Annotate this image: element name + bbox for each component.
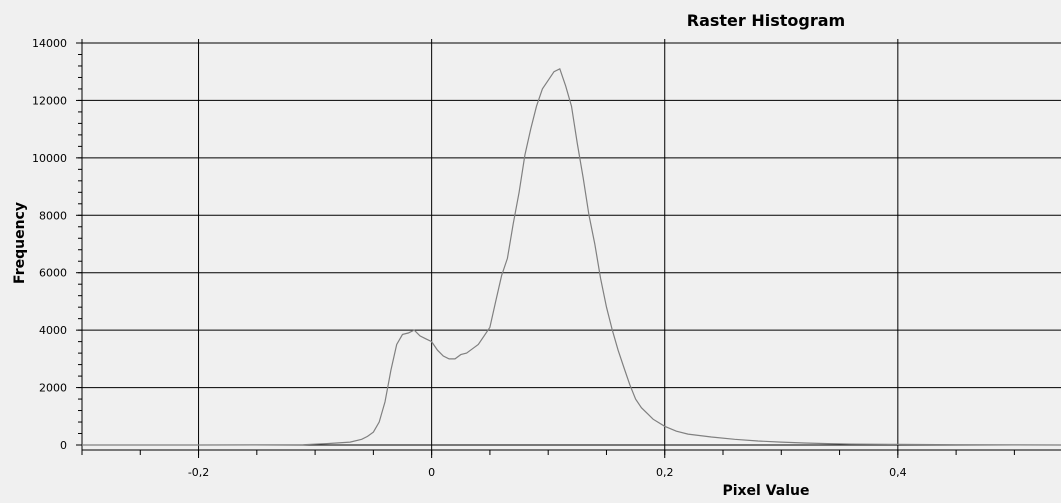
y-tick-label: 12000 xyxy=(32,94,67,107)
y-tick-label: 2000 xyxy=(39,382,67,395)
y-tick-label: 6000 xyxy=(39,267,67,280)
y-tick-label: 14000 xyxy=(32,37,67,50)
x-tick-label: -0,2 xyxy=(188,466,209,479)
y-axis-label: Frequency xyxy=(12,202,28,284)
x-tick-label: 0 xyxy=(428,466,435,479)
series-group xyxy=(82,67,1061,446)
tick-labels: 0 2000 4000 6000 8000 10000 12000 14000 -0,2 0 0,2… xyxy=(32,37,907,479)
x-tick-label: 0,2 xyxy=(656,466,674,479)
x-tick-label: 0,4 xyxy=(889,466,907,479)
tick-marks xyxy=(76,42,1015,458)
y-tick-label: 10000 xyxy=(32,152,67,165)
grid-lines xyxy=(82,39,1061,450)
y-tick-label: 0 xyxy=(60,439,67,452)
histogram-series-line xyxy=(82,67,1061,446)
chart-title: Raster Histogram xyxy=(687,11,845,30)
x-axis-label: Pixel Value xyxy=(722,483,809,499)
y-tick-label: 4000 xyxy=(39,324,67,337)
y-tick-label: 8000 xyxy=(39,209,67,222)
